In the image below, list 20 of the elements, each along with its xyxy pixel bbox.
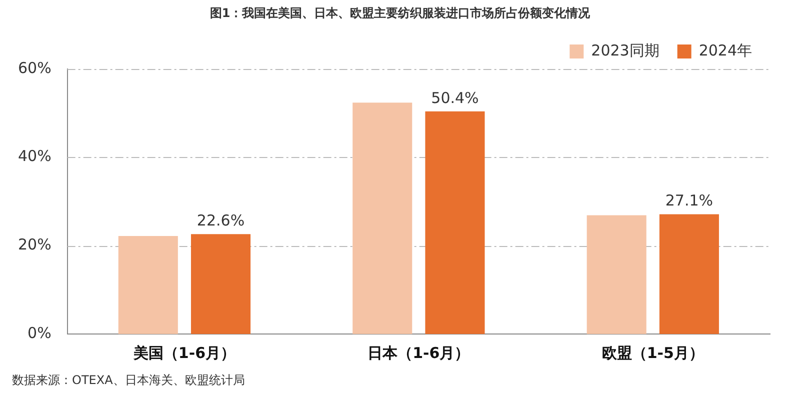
y-tick-label: 0% bbox=[28, 324, 52, 342]
legend-label: 2024年 bbox=[698, 41, 752, 60]
source-note: 数据来源：OTEXA、日本海关、欧盟统计局 bbox=[11, 372, 246, 389]
bar bbox=[659, 214, 719, 334]
x-tick-label: 欧盟（1-5月） bbox=[602, 344, 704, 362]
data-label: 50.4% bbox=[431, 88, 479, 107]
bar bbox=[190, 234, 251, 334]
x-tick-label: 美国（1-6月） bbox=[132, 344, 236, 362]
y-tick-label: 20% bbox=[18, 236, 52, 254]
chart-title: 图1：我国在美国、日本、欧盟主要纺织服装进口市场所占份额变化情况 bbox=[208, 5, 592, 22]
bar bbox=[425, 111, 485, 334]
y-tick-label: 40% bbox=[18, 147, 52, 166]
data-label: 27.1% bbox=[665, 192, 714, 210]
x-tick-label: 日本（1-6月） bbox=[368, 344, 470, 362]
bar bbox=[118, 236, 178, 334]
legend-label: 2023同期 bbox=[591, 41, 660, 60]
bar bbox=[586, 215, 646, 334]
y-tick-label: 60% bbox=[18, 58, 52, 77]
bar bbox=[352, 102, 412, 334]
data-label: 22.6% bbox=[196, 212, 245, 230]
